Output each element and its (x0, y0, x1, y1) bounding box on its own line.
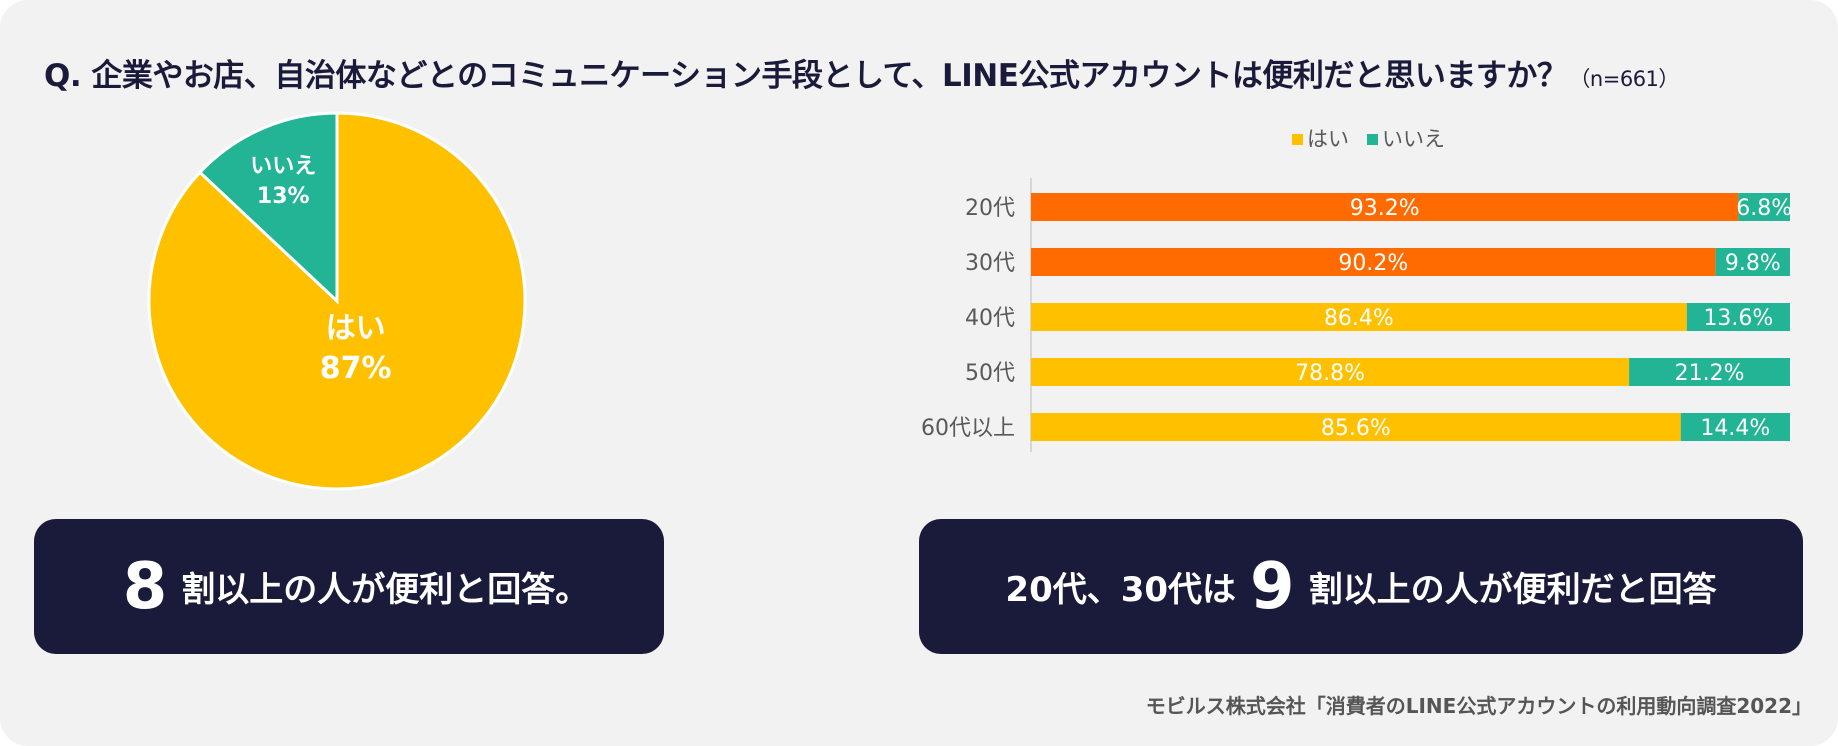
pie-slice-value: 87% (320, 351, 392, 386)
category-label: 50代 (965, 361, 1015, 386)
bar-segment (1715, 248, 1790, 276)
bar-segment (1680, 413, 1790, 441)
banner-right-number: 9 (1250, 549, 1295, 624)
banner-right-prefix: 20代、30代は (1005, 570, 1237, 610)
bar-value-label: 78.8% (1295, 361, 1365, 386)
category-label: 30代 (965, 251, 1015, 276)
chart-title: Q. 企業やお店、自治体などとのコミュニケーション手段として、LINE公式アカウ… (44, 50, 1679, 95)
legend-swatch (1292, 134, 1303, 145)
banner-right-text: 割以上の人が便利だと回答 (1308, 570, 1717, 610)
question-text: Q. 企業やお店、自治体などとのコミュニケーション手段として、LINE公式アカウ… (44, 58, 1568, 94)
summary-banner-left: 8 割以上の人が便利と回答。 (34, 519, 664, 654)
bar-value-label: 85.6% (1321, 416, 1391, 441)
bar-value-label: 93.2% (1350, 196, 1420, 221)
bar-value-label: 21.2% (1675, 361, 1745, 386)
pie-slice-label: はい (326, 311, 386, 346)
pie-slice (197, 111, 339, 305)
pie-slice-value: 13% (257, 184, 310, 209)
summary-banner-right: 20代、30代は 9 割以上の人が便利だと回答 (919, 519, 1803, 654)
bar-segment (1031, 358, 1630, 386)
legend-label: いいえ (1382, 127, 1445, 151)
source-credit: モビルス株式会社「消費者のLINE公式アカウントの利用動向調査2022」 (1145, 694, 1812, 718)
bar-segment (1031, 193, 1739, 221)
bar-segment (1738, 193, 1790, 221)
bar-segment (1629, 358, 1790, 386)
bar-segment (1031, 248, 1716, 276)
banner-left-number: 8 (122, 549, 168, 624)
sample-size: （n=661） (1569, 67, 1679, 91)
bar-value-label: 9.8% (1725, 251, 1781, 276)
category-label: 40代 (965, 306, 1015, 331)
bar-value-label: 6.8% (1736, 196, 1792, 221)
legend-swatch (1367, 134, 1378, 145)
bar-value-label: 86.4% (1324, 306, 1394, 331)
bar-value-label: 14.4% (1700, 416, 1770, 441)
bar-segment (1031, 413, 1681, 441)
bar-value-label: 13.6% (1703, 306, 1773, 331)
category-label: 20代 (965, 196, 1015, 221)
bar-segment (1686, 303, 1790, 331)
bar-value-label: 90.2% (1338, 251, 1408, 276)
bar-segment (1031, 303, 1687, 331)
pie-slice-label: いいえ (250, 154, 316, 179)
category-label: 60代以上 (921, 416, 1015, 441)
legend-label: はい (1307, 127, 1349, 151)
banner-left-text: 割以上の人が便利と回答。 (181, 570, 590, 610)
